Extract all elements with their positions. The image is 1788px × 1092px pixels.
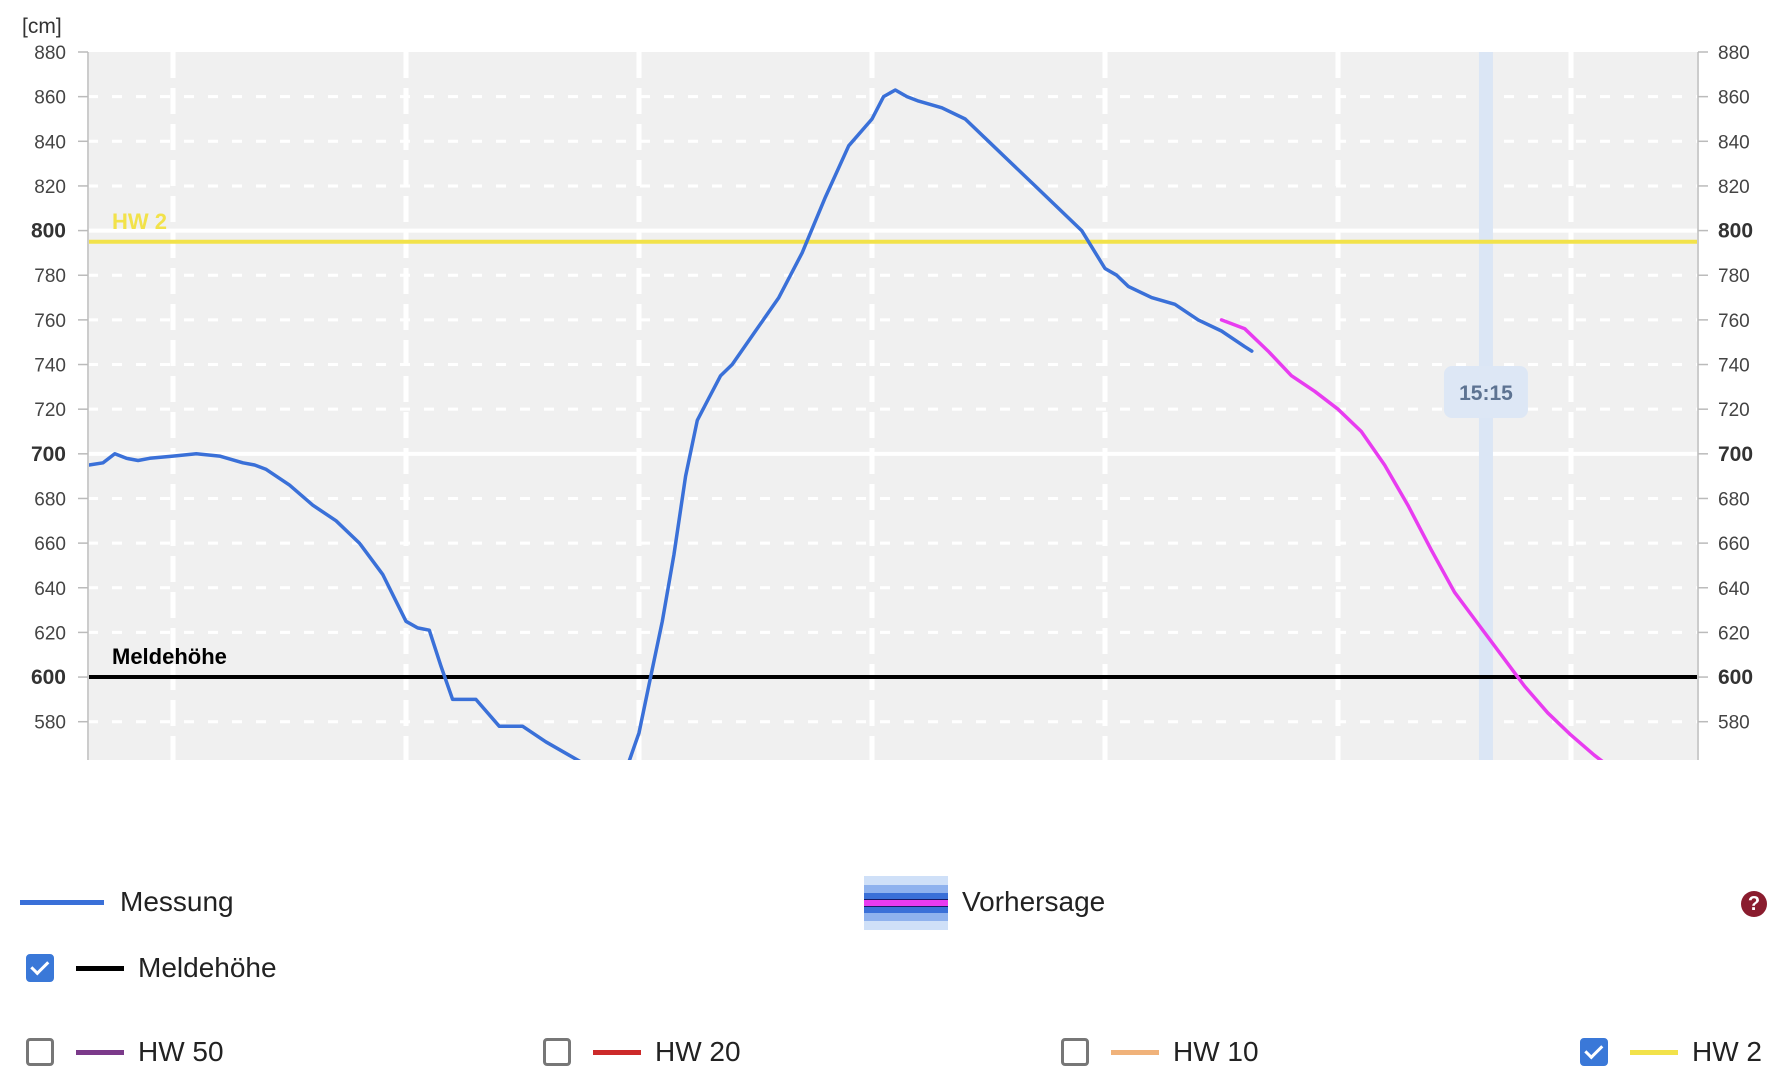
messung-swatch (20, 899, 104, 905)
hw50-label: HW 50 (138, 1036, 224, 1067)
hw20-swatch (593, 1049, 641, 1055)
hw20-label: HW 20 (655, 1036, 741, 1067)
grid (88, 52, 1698, 760)
legend-vorhersage: Vorhersage (962, 886, 1105, 918)
y-tick-label-left: 860 (34, 88, 66, 109)
legend-hw10: HW 10 (1061, 1036, 1259, 1068)
now-label-box (1443, 366, 1528, 418)
meldehoehe-label: Meldehöhe (138, 952, 277, 983)
hw2-checkbox[interactable] (1580, 1038, 1608, 1066)
y-tick-label-left: 660 (34, 534, 66, 555)
threshold-lines: HW 2 Meldehöhe (88, 209, 1698, 680)
hw10-swatch (1111, 1049, 1159, 1055)
help-icon[interactable]: ? (1741, 891, 1767, 917)
legend-hw50: HW 50 (26, 1036, 224, 1068)
y-tick-label-left: 800 (31, 220, 66, 243)
y-tick-label-right: 720 (1718, 400, 1750, 421)
y-tick-label-right: 560 (1718, 757, 1750, 760)
y-tick-label-right: 820 (1718, 177, 1750, 198)
axes: 5405405605605805806006006206206406406606… (31, 43, 1753, 760)
legend-meldehoehe: Meldehöhe (26, 952, 277, 984)
y-tick-label-left: 740 (34, 356, 66, 377)
y-tick-label-left: 820 (34, 177, 66, 198)
hw10-label: HW 10 (1173, 1036, 1259, 1067)
y-tick-label-right: 880 (1718, 43, 1750, 64)
y-tick-label-left: 580 (34, 713, 66, 734)
legend-hw2: HW 2 (1580, 1036, 1762, 1068)
hw50-swatch (76, 1049, 124, 1055)
hw2-label: HW 2 (1692, 1036, 1762, 1067)
vorhersage-label: Vorhersage (962, 886, 1106, 917)
y-tick-label-left: 620 (34, 623, 66, 644)
series-line-1 (1219, 318, 1604, 760)
series-line-0 (87, 88, 1254, 760)
y-tick-label-right: 660 (1718, 534, 1750, 555)
meldehoehe-checkbox[interactable] (26, 954, 54, 982)
y-tick-label-left: 780 (34, 266, 66, 287)
y-tick-label-right: 700 (1718, 443, 1753, 466)
legend-hw20: HW 20 (543, 1036, 741, 1068)
y-tick-label-left: 720 (34, 400, 66, 421)
y-tick-label-left: 640 (34, 579, 66, 600)
hw20-checkbox[interactable] (543, 1038, 571, 1066)
y-tick-label-left: 880 (34, 43, 66, 64)
y-tick-label-right: 780 (1718, 266, 1750, 287)
series (87, 88, 1604, 760)
y-tick-label-left: 560 (34, 757, 66, 760)
y-tick-label-right: 840 (1718, 132, 1750, 153)
y-tick-label-right: 580 (1718, 713, 1750, 734)
y-tick-label-right: 640 (1718, 579, 1750, 600)
y-tick-label-left: 760 (34, 311, 66, 332)
meldehoehe-swatch (76, 965, 124, 971)
plot-area (88, 52, 1698, 760)
messung-label: Messung (120, 886, 234, 917)
now-label: 15:15 (1459, 382, 1513, 405)
hw50-checkbox[interactable] (26, 1038, 54, 1066)
legend-messung: Messung (20, 886, 234, 918)
y-tick-label-right: 620 (1718, 623, 1750, 644)
threshold-label: HW 2 (112, 209, 167, 234)
y-tick-label-right: 680 (1718, 489, 1750, 510)
y-tick-label-left: 600 (31, 666, 66, 689)
y-tick-label-left: 840 (34, 132, 66, 153)
now-marker: 15:15 (1443, 52, 1528, 760)
y-tick-label-left: 700 (31, 443, 66, 466)
threshold-label: Meldehöhe (112, 644, 227, 669)
y-tick-label-left: 680 (34, 489, 66, 510)
y-tick-label-right: 740 (1718, 356, 1750, 377)
y-axis-unit-label: [cm] (22, 15, 62, 38)
y-tick-label-right: 760 (1718, 311, 1750, 332)
y-tick-label-right: 860 (1718, 88, 1750, 109)
vorhersage-swatch (864, 876, 948, 930)
hw10-checkbox[interactable] (1061, 1038, 1089, 1066)
hw2-swatch (1630, 1049, 1678, 1055)
y-tick-label-right: 600 (1718, 666, 1753, 689)
y-tick-label-right: 800 (1718, 220, 1753, 243)
